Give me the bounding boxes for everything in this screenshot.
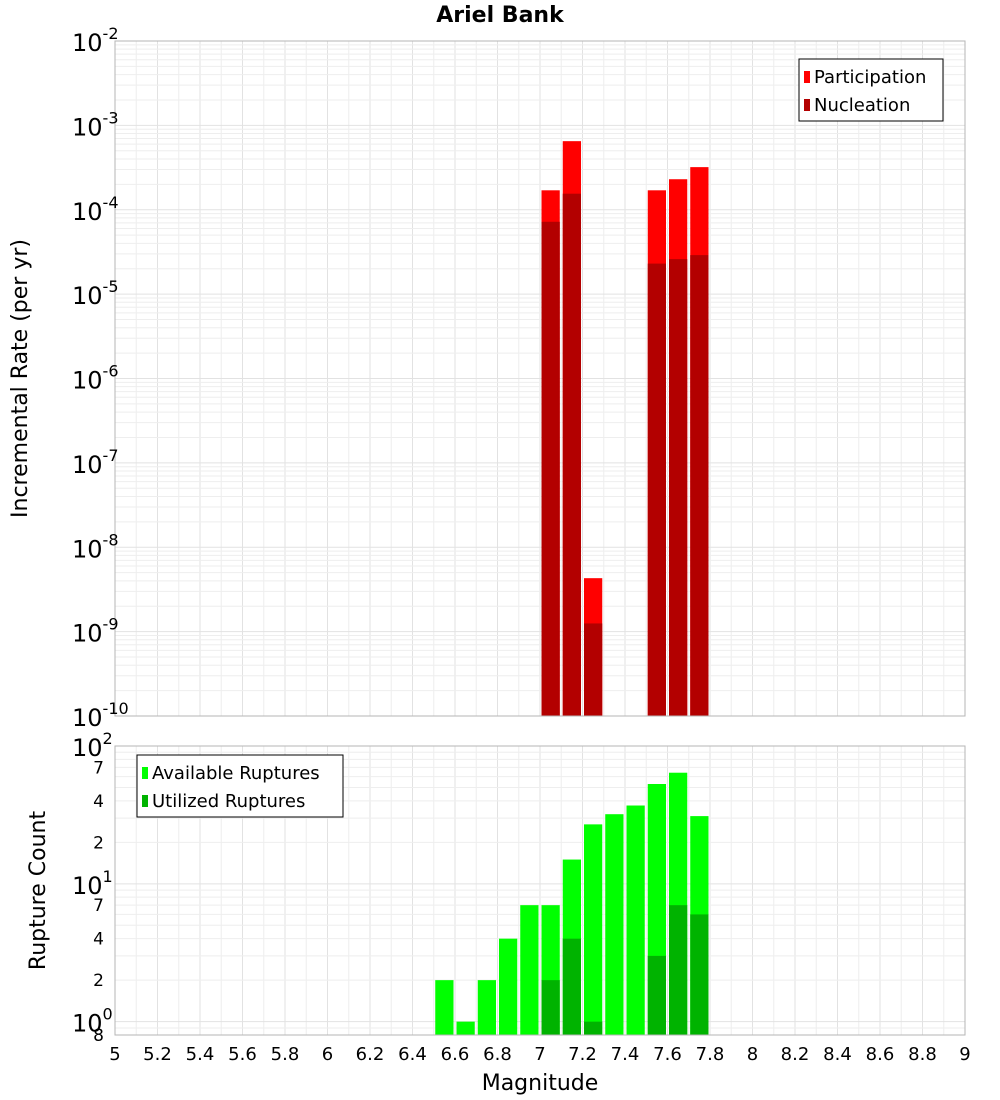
- x-tick-label: 5.6: [228, 1044, 257, 1065]
- bottom-y-axis-label: Rupture Count: [26, 811, 51, 971]
- top-y-tick-label: 10-6: [72, 362, 119, 395]
- x-tick-label: 6: [322, 1044, 333, 1065]
- bottom-bar-available-ruptures: [477, 980, 496, 1035]
- top-y-tick-label: 10-8: [72, 530, 119, 563]
- top-legend-swatch: [804, 99, 810, 111]
- x-tick-label: 9: [959, 1044, 970, 1065]
- x-tick-label: 8.6: [866, 1044, 895, 1065]
- chart-title: Ariel Bank: [436, 3, 565, 28]
- x-tick-label: 5.8: [271, 1044, 300, 1065]
- bottom-bar-utilized-ruptures: [647, 955, 666, 1035]
- x-tick-label: 7.4: [611, 1044, 640, 1065]
- top-bar-nucleation: [541, 221, 560, 716]
- top-y-tick-label: 10-10: [72, 699, 129, 732]
- bottom-legend-box: [136, 754, 344, 818]
- top-legend-box: [798, 58, 944, 122]
- x-axis-label: Magnitude: [482, 1071, 599, 1096]
- x-tick-label: 6.2: [356, 1044, 385, 1065]
- top-y-tick-label: 10-3: [72, 108, 119, 141]
- bottom-bar-available-ruptures: [456, 1021, 475, 1035]
- top-y-axis-label: Incremental Rate (per yr): [8, 239, 33, 518]
- bottom-legend-swatch: [142, 795, 148, 807]
- bottom-y-tick-label: 102: [72, 729, 113, 762]
- top-plot-frame: [114, 40, 966, 717]
- x-tick-label: 8.4: [823, 1044, 852, 1065]
- top-y-tick-label: 10-2: [72, 24, 119, 57]
- bottom-bar-utilized-ruptures: [584, 1021, 603, 1035]
- x-tick-label: 8.2: [781, 1044, 810, 1065]
- top-bar-nucleation: [669, 259, 688, 716]
- bottom-bar-utilized-ruptures: [669, 905, 688, 1035]
- x-tick-label: 7.2: [568, 1044, 597, 1065]
- bottom-bar-utilized-ruptures: [562, 938, 581, 1035]
- x-tick-label: 5: [109, 1044, 120, 1065]
- x-tick-label: 6.4: [398, 1044, 427, 1065]
- bottom-bar-available-ruptures: [520, 905, 539, 1035]
- x-tick-label: 7.6: [653, 1044, 682, 1065]
- top-bar-nucleation: [647, 263, 666, 716]
- top-legend-label: Participation: [814, 67, 926, 88]
- bottom-y-minor-tick-label: 8: [93, 1026, 104, 1046]
- top-y-tick-label: 10-5: [72, 277, 119, 310]
- bottom-bar-available-ruptures: [605, 814, 624, 1035]
- top-y-tick-label: 10-4: [72, 193, 119, 226]
- bottom-bar-available-ruptures: [626, 805, 645, 1035]
- top-y-tick-label: 10-9: [72, 615, 119, 648]
- x-tick-label: 8.8: [908, 1044, 937, 1065]
- bottom-legend-swatch: [142, 767, 148, 779]
- top-legend-swatch: [804, 71, 810, 83]
- bottom-y-tick-label: 100: [72, 1005, 113, 1038]
- bottom-y-minor-tick-label: 7: [93, 896, 104, 916]
- x-tick-label: 6.8: [483, 1044, 512, 1065]
- bottom-y-minor-tick-label: 4: [93, 930, 104, 950]
- bottom-y-minor-tick-label: 2: [93, 971, 104, 991]
- top-bar-nucleation: [690, 255, 709, 716]
- x-tick-label: 5.2: [143, 1044, 172, 1065]
- x-tick-label: 7: [534, 1044, 545, 1065]
- bottom-y-tick-label: 101: [72, 867, 113, 900]
- bottom-y-minor-tick-label: 7: [93, 758, 104, 778]
- bottom-plot-frame: [114, 745, 966, 1036]
- bottom-legend-label: Utilized Ruptures: [152, 791, 305, 812]
- top-legend-label: Nucleation: [814, 95, 910, 116]
- bottom-bar-available-ruptures: [499, 938, 518, 1035]
- bottom-y-minor-tick-label: 2: [93, 833, 104, 853]
- x-tick-label: 8: [747, 1044, 758, 1065]
- bottom-legend-label: Available Ruptures: [152, 763, 320, 784]
- bottom-y-minor-tick-label: 4: [93, 792, 104, 812]
- x-tick-label: 6.6: [441, 1044, 470, 1065]
- x-tick-label: 7.8: [696, 1044, 725, 1065]
- bottom-bar-available-ruptures: [435, 980, 454, 1035]
- bottom-bar-available-ruptures: [584, 824, 603, 1035]
- bottom-bar-utilized-ruptures: [690, 914, 709, 1035]
- x-tick-label: 5.4: [186, 1044, 215, 1065]
- bottom-bar-utilized-ruptures: [541, 980, 560, 1035]
- top-bar-nucleation: [584, 623, 603, 716]
- top-bar-nucleation: [562, 193, 581, 716]
- top-y-tick-label: 10-7: [72, 446, 119, 479]
